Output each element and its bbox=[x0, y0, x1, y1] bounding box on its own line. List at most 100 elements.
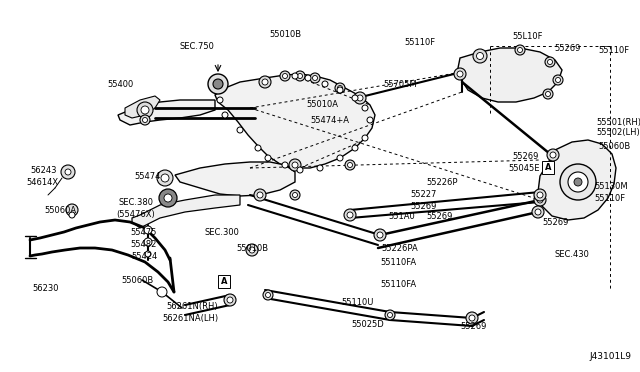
Text: 55025D: 55025D bbox=[351, 320, 385, 329]
Text: 55110F: 55110F bbox=[404, 38, 436, 47]
Circle shape bbox=[537, 197, 543, 203]
Circle shape bbox=[66, 204, 78, 216]
Polygon shape bbox=[132, 195, 240, 228]
Circle shape bbox=[532, 206, 544, 218]
Text: 55110FA: 55110FA bbox=[380, 258, 416, 267]
Text: 55L10F: 55L10F bbox=[513, 32, 543, 41]
Circle shape bbox=[282, 162, 288, 168]
Circle shape bbox=[352, 95, 358, 101]
Circle shape bbox=[537, 192, 543, 198]
Polygon shape bbox=[538, 140, 616, 220]
Circle shape bbox=[298, 74, 303, 78]
Text: 55269: 55269 bbox=[543, 218, 569, 227]
Text: 55130M: 55130M bbox=[594, 182, 628, 191]
Circle shape bbox=[550, 152, 556, 158]
FancyBboxPatch shape bbox=[542, 161, 554, 174]
Text: J43101L9: J43101L9 bbox=[589, 352, 631, 361]
Circle shape bbox=[266, 292, 271, 298]
Circle shape bbox=[348, 163, 353, 167]
Circle shape bbox=[534, 194, 546, 206]
Circle shape bbox=[140, 115, 150, 125]
Circle shape bbox=[556, 77, 561, 83]
Circle shape bbox=[344, 209, 356, 221]
Circle shape bbox=[310, 73, 320, 83]
Circle shape bbox=[257, 192, 263, 198]
Text: 55110FA: 55110FA bbox=[380, 280, 416, 289]
Circle shape bbox=[385, 310, 395, 320]
Circle shape bbox=[454, 68, 466, 80]
Circle shape bbox=[292, 73, 298, 79]
Circle shape bbox=[255, 145, 261, 151]
Polygon shape bbox=[125, 96, 160, 118]
Circle shape bbox=[535, 209, 541, 215]
Circle shape bbox=[547, 60, 552, 64]
Text: 55226P: 55226P bbox=[426, 178, 458, 187]
Text: 55110U: 55110U bbox=[342, 298, 374, 307]
Circle shape bbox=[297, 167, 303, 173]
Circle shape bbox=[295, 71, 305, 81]
Circle shape bbox=[553, 75, 563, 85]
Circle shape bbox=[543, 89, 553, 99]
Circle shape bbox=[280, 71, 290, 81]
Circle shape bbox=[560, 164, 596, 200]
Circle shape bbox=[518, 48, 522, 52]
Text: 55010B: 55010B bbox=[269, 30, 301, 39]
Circle shape bbox=[317, 165, 323, 171]
Circle shape bbox=[362, 105, 368, 111]
Circle shape bbox=[213, 79, 223, 89]
Circle shape bbox=[61, 165, 75, 179]
Text: 55227: 55227 bbox=[411, 190, 437, 199]
Circle shape bbox=[515, 45, 525, 55]
Circle shape bbox=[387, 312, 392, 317]
Circle shape bbox=[466, 312, 478, 324]
Text: 55060A: 55060A bbox=[44, 206, 76, 215]
Text: 55269: 55269 bbox=[513, 152, 539, 161]
Text: (55476X): (55476X) bbox=[116, 210, 156, 219]
Text: 55060B: 55060B bbox=[598, 142, 630, 151]
Text: 55226PA: 55226PA bbox=[381, 244, 419, 253]
Circle shape bbox=[352, 145, 358, 151]
Circle shape bbox=[477, 52, 483, 60]
Circle shape bbox=[312, 76, 317, 80]
Circle shape bbox=[337, 155, 343, 161]
Text: A: A bbox=[545, 163, 551, 172]
Text: 55502(LH): 55502(LH) bbox=[596, 128, 640, 137]
Circle shape bbox=[337, 86, 342, 90]
Text: 55060B: 55060B bbox=[122, 276, 154, 285]
Text: 55269: 55269 bbox=[461, 322, 487, 331]
Circle shape bbox=[305, 75, 311, 81]
Circle shape bbox=[157, 287, 167, 297]
Text: 55010A: 55010A bbox=[306, 100, 338, 109]
Circle shape bbox=[224, 294, 236, 306]
Text: 56243: 56243 bbox=[31, 166, 57, 175]
Circle shape bbox=[574, 178, 582, 186]
Circle shape bbox=[157, 170, 173, 186]
Circle shape bbox=[69, 212, 75, 218]
Circle shape bbox=[249, 247, 255, 253]
Circle shape bbox=[469, 315, 475, 321]
Circle shape bbox=[265, 155, 271, 161]
FancyBboxPatch shape bbox=[218, 275, 230, 288]
Circle shape bbox=[568, 172, 588, 192]
Circle shape bbox=[322, 81, 328, 87]
Polygon shape bbox=[458, 48, 562, 102]
Text: SEC.430: SEC.430 bbox=[555, 250, 589, 259]
Circle shape bbox=[262, 79, 268, 85]
Circle shape bbox=[141, 106, 149, 114]
Text: 55474: 55474 bbox=[135, 172, 161, 181]
Text: 55269: 55269 bbox=[411, 202, 437, 211]
Text: 55110F: 55110F bbox=[594, 194, 625, 203]
Text: SEC.750: SEC.750 bbox=[180, 42, 214, 51]
Circle shape bbox=[65, 169, 71, 175]
Circle shape bbox=[377, 232, 383, 238]
Text: 55110F: 55110F bbox=[598, 46, 629, 55]
Text: 55010B: 55010B bbox=[236, 244, 268, 253]
Circle shape bbox=[545, 92, 550, 96]
Circle shape bbox=[290, 190, 300, 200]
Text: 55705M: 55705M bbox=[383, 80, 417, 89]
Circle shape bbox=[457, 71, 463, 77]
Circle shape bbox=[259, 76, 271, 88]
Circle shape bbox=[289, 159, 301, 171]
Text: 55501(RH): 55501(RH) bbox=[596, 118, 640, 127]
Circle shape bbox=[292, 162, 298, 168]
